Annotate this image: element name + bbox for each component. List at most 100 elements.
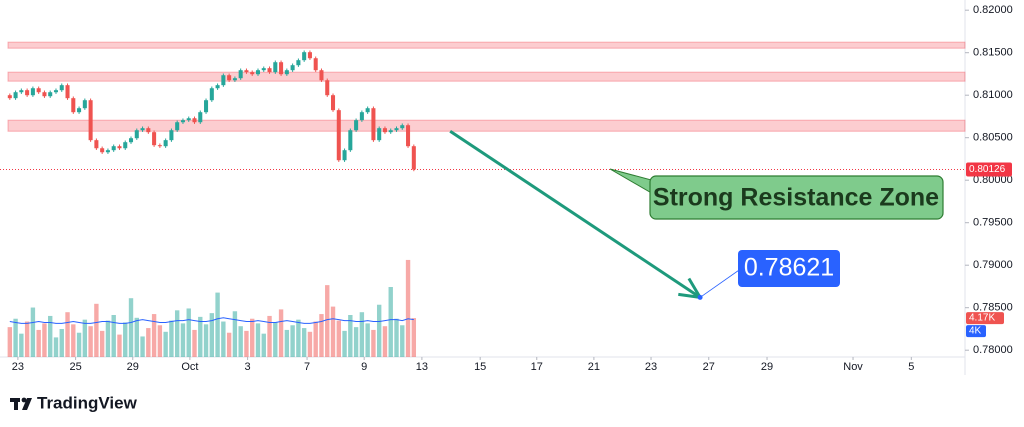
candle-body (255, 70, 261, 75)
volume-bar (301, 328, 307, 357)
resistance-zone (7, 119, 966, 132)
y-tick-label: 0.78500 (973, 302, 1013, 314)
candle-body (71, 98, 76, 113)
candle-body (204, 100, 209, 113)
candle-body (82, 100, 87, 109)
candle-body (48, 92, 53, 97)
candle-body (42, 92, 47, 97)
candle-body (406, 125, 411, 147)
y-tick-label: 0.79500 (973, 217, 1013, 229)
candle-body (59, 85, 64, 91)
volume-bar (24, 321, 30, 357)
candle-body (192, 118, 197, 123)
candle-body (354, 120, 359, 131)
brand-name: TradingView (37, 393, 138, 412)
volume-bar (336, 320, 341, 357)
y-tick-label: 0.80500 (973, 132, 1013, 144)
candle-body (296, 60, 301, 66)
candle-body (157, 145, 162, 147)
callout-text: Strong Resistance Zone (653, 184, 939, 212)
volume-bar (30, 307, 36, 357)
candle-body (77, 108, 82, 113)
candle-body (319, 70, 324, 81)
volume-bar (411, 318, 417, 357)
candle-body (25, 90, 30, 96)
x-tick-label: Nov (843, 361, 863, 373)
volume-bar (382, 326, 388, 357)
candle-body (134, 130, 139, 139)
volume-bar (232, 311, 238, 357)
y-tick-label: 0.81500 (973, 47, 1013, 59)
resistance-zone (7, 71, 966, 82)
candle-body (290, 65, 295, 71)
volume-bar (394, 318, 399, 357)
x-tick-label: 23 (12, 361, 24, 373)
volume-bar (371, 329, 376, 357)
volume-bar (400, 325, 405, 357)
candle-body (284, 70, 289, 75)
volume-bar (348, 315, 353, 357)
volume-bar (376, 304, 382, 357)
candle-body (65, 85, 70, 99)
x-tick-label: 29 (127, 361, 139, 373)
candle-body (94, 140, 99, 149)
volume-bar (163, 331, 168, 357)
candle-body (232, 78, 237, 81)
candle-body (250, 72, 255, 75)
candle-body (19, 90, 24, 93)
candle-body (30, 88, 35, 96)
candle-body (36, 88, 41, 93)
volume-bar (215, 292, 220, 357)
volume-bar (76, 332, 82, 357)
candle-body (313, 58, 318, 71)
target-label: 0.78621 (744, 254, 834, 282)
volume-bar (359, 312, 365, 357)
volume-bar (353, 327, 359, 357)
volume-bar (128, 298, 134, 357)
candle-body (411, 146, 416, 170)
volume-bar (42, 323, 47, 357)
candle-body (100, 148, 105, 153)
price-tag (966, 162, 1012, 177)
x-tick-label: 29 (761, 361, 773, 373)
x-tick-label: 15 (474, 361, 486, 373)
x-tick-label: 3 (245, 361, 251, 373)
candle-body (261, 68, 266, 71)
volume-bar (255, 323, 261, 357)
volume-bar (209, 313, 215, 357)
volume-tag-label: 4.17K (969, 313, 995, 324)
x-tick-label: Oct (181, 361, 198, 373)
candle-body (359, 112, 364, 121)
x-tick-label: 17 (531, 361, 543, 373)
candle-body (146, 128, 151, 133)
candle-body (388, 130, 393, 133)
volume-bar (71, 324, 76, 357)
candle-body (330, 95, 336, 111)
candle-body (215, 85, 220, 89)
volume-bar (94, 303, 99, 357)
candle-body (302, 52, 307, 61)
y-tick-label: 0.79000 (973, 259, 1013, 271)
volume-bar (88, 326, 93, 357)
candle-body (238, 70, 243, 79)
volume-bar (221, 321, 226, 357)
volume-bar (169, 320, 174, 357)
volume-ma-line (9, 317, 414, 324)
target-point (697, 294, 703, 300)
candle-body (394, 128, 399, 131)
volume-bar (180, 323, 186, 357)
candle-body (342, 150, 347, 161)
candle-body (111, 146, 116, 151)
plot: 0.82000 0.81500 0.81000 0.80500 0.80000 0.795… (0, 4, 1013, 373)
volume-bar (284, 329, 290, 357)
volume-bar (405, 259, 411, 357)
volume-tag (966, 312, 1004, 325)
candle-body (273, 62, 278, 73)
volume-bar (105, 320, 111, 357)
volume-bar (65, 312, 70, 357)
volume-bar (140, 336, 145, 357)
volume-bar (7, 327, 13, 357)
candle-body (371, 108, 376, 141)
candle-body (13, 92, 18, 99)
